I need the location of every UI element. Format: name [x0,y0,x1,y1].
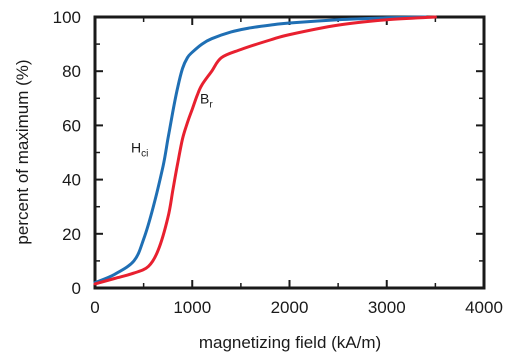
plot-frame [93,15,486,290]
y-tick-label-80: 80 [62,62,81,81]
series-line-hci [93,15,428,285]
series-lines [93,15,437,286]
y-axis-title: percent of maximum (%) [13,59,32,244]
x-tick-label-4000: 4000 [465,298,503,317]
x-axis-title: magnetizing field (kA/m) [199,333,381,352]
y-tick-label-20: 20 [62,225,81,244]
y-tick-label-60: 60 [62,116,81,135]
x-tick-label-1000: 1000 [173,298,211,317]
annotation-br: Br [200,91,213,111]
series-line-br [93,15,437,286]
y-tick-label-100: 100 [53,8,81,27]
annotation-hci: Hci [131,140,148,160]
y-tick-label-40: 40 [62,171,81,190]
plot-area [93,15,486,290]
y-tick-label-0: 0 [72,279,81,298]
x-tick-label-2000: 2000 [271,298,309,317]
x-tick-label-3000: 3000 [368,298,406,317]
annotations: Hci Br [131,91,213,160]
x-tick-label-0: 0 [90,298,99,317]
